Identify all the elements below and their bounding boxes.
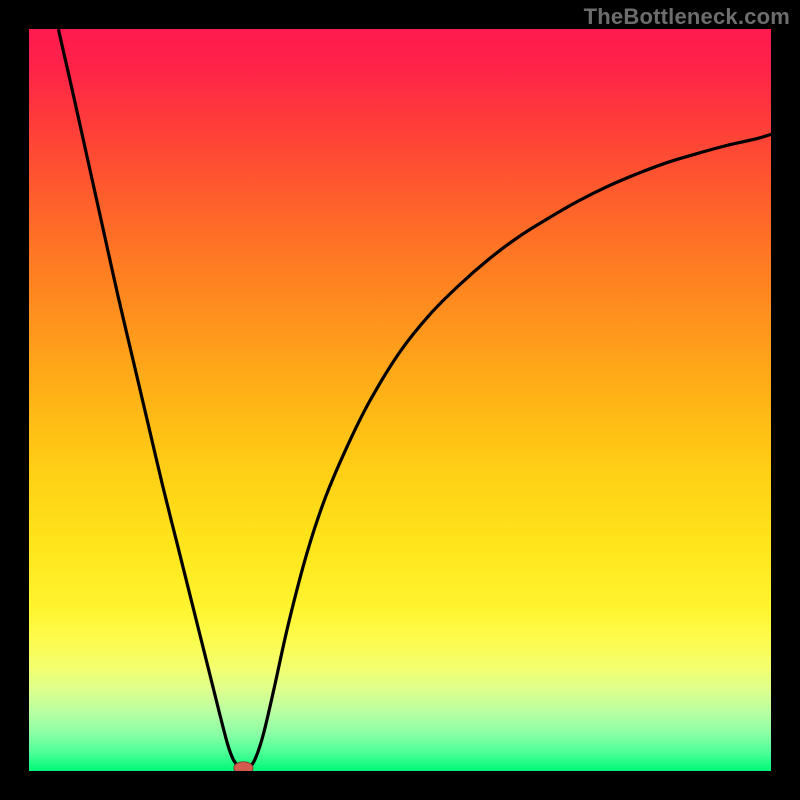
plot-area [29,29,771,771]
chart-svg [29,29,771,771]
gradient-background [29,29,771,771]
watermark-text: TheBottleneck.com [584,4,790,30]
minimum-marker [234,762,253,771]
chart-frame: TheBottleneck.com [0,0,800,800]
